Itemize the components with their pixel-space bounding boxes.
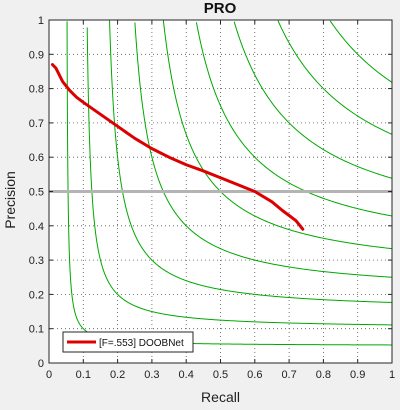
x-tick-label: 0.6 — [247, 369, 262, 381]
iso-f-curve — [134, 22, 393, 278]
y-tick-label: 0.6 — [29, 152, 44, 164]
y-tick-label: 0.3 — [29, 255, 44, 267]
x-tick-label: 0.3 — [144, 369, 159, 381]
y-tick-label: 0 — [38, 358, 44, 370]
x-tick-label: 0.8 — [316, 369, 331, 381]
chart-title: PRO — [203, 0, 237, 17]
legend-box — [62, 331, 194, 353]
y-tick-label: 1 — [38, 15, 44, 27]
x-tick-label: 0.9 — [350, 369, 365, 381]
iso-f-curve — [277, 20, 393, 135]
legend: [F=.553] DOOBNet — [62, 331, 194, 353]
iso-f-curve — [329, 20, 393, 83]
y-tick-label: 0.4 — [29, 221, 44, 233]
ticks: 0 0.1 0.2 0.3 0.4 0.5 0.6 0.7 0.8 0.9 1 0 0.1 0.2 0.3 0… — [29, 15, 395, 381]
y-tick-label: 0.7 — [29, 118, 44, 130]
iso-f-curve — [195, 22, 393, 217]
iso-f-curve — [109, 20, 393, 303]
iso-f-curve — [233, 21, 393, 179]
x-tick-label: 1 — [389, 369, 395, 381]
x-tick-label: 0.1 — [76, 369, 91, 381]
y-tick-label: 0.8 — [29, 84, 44, 96]
y-tick-label: 0.1 — [29, 324, 44, 336]
y-tick-label: 0.5 — [29, 187, 44, 199]
legend-label: [F=.553] DOOBNet — [99, 338, 184, 349]
y-tick-label: 0.2 — [29, 289, 44, 301]
iso-f-curve — [162, 20, 393, 250]
x-tick-label: 0 — [46, 369, 52, 381]
y-axis-label: Precision — [2, 171, 18, 229]
series-line — [50, 63, 305, 231]
x-tick-label: 0.2 — [110, 369, 125, 381]
x-tick-label: 0.5 — [213, 369, 228, 381]
y-tick-label: 0.9 — [29, 49, 44, 61]
x-axis-label: Recall — [201, 389, 240, 405]
x-tick-label: 0.4 — [179, 369, 194, 381]
series-layer — [50, 63, 305, 231]
x-tick-label: 0.7 — [281, 369, 296, 381]
y-axis-label-wrap: Precision — [2, 171, 22, 229]
iso-f-curve — [86, 27, 393, 326]
